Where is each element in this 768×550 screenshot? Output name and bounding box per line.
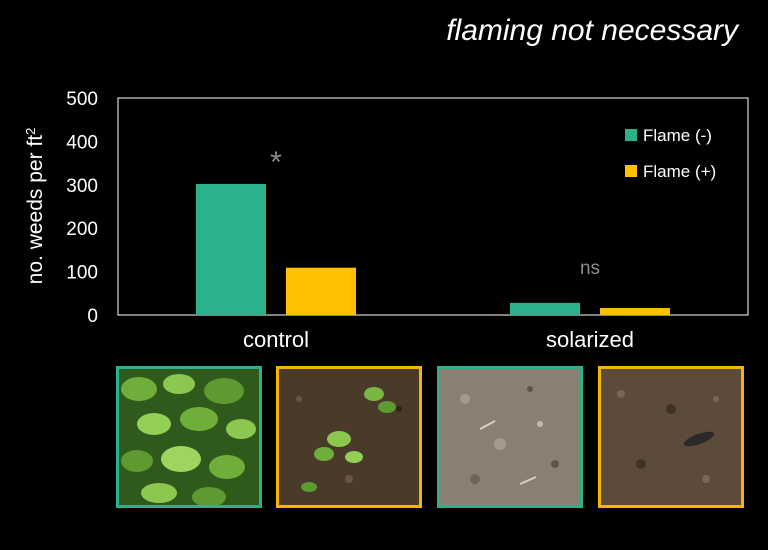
y-tick-label: 0 xyxy=(87,306,98,327)
plot-area-frame xyxy=(117,97,749,316)
soil-photo-pale xyxy=(440,369,580,505)
x-tick-label: solarized xyxy=(546,327,634,352)
legend-swatch xyxy=(625,165,637,177)
legend-label: Flame (+) xyxy=(643,162,716,181)
significance-annotation: ns xyxy=(580,258,600,279)
chart-headline: flaming not necessary xyxy=(446,14,738,47)
weed-photo-dense-green xyxy=(119,369,259,505)
legend-label: Flame (-) xyxy=(643,126,712,145)
photo-control-flame-minus xyxy=(116,366,262,508)
bar xyxy=(196,183,266,315)
y-tick-label: 200 xyxy=(66,219,98,240)
y-tick-label: 500 xyxy=(66,89,98,110)
photo-solarized-flame-plus xyxy=(598,366,744,508)
y-tick-label: 300 xyxy=(66,176,98,197)
significance-annotation: * xyxy=(270,146,282,179)
bar xyxy=(286,267,356,315)
bar xyxy=(510,302,580,315)
photo-control-flame-plus xyxy=(276,366,422,508)
bar-chart: 0 100 200 300 400 500 control solarized * ns Fl… xyxy=(23,89,749,352)
x-tick-label: control xyxy=(243,327,309,352)
bar xyxy=(600,308,670,315)
photo-solarized-flame-minus xyxy=(437,366,583,508)
weed-photo-sparse xyxy=(279,369,419,505)
y-tick-label: 100 xyxy=(66,263,98,284)
y-axis-label-superscript: 2 xyxy=(23,128,38,135)
y-axis-label: no. weeds per ft2 xyxy=(23,128,48,285)
y-tick-label: 400 xyxy=(66,132,98,153)
legend-swatch xyxy=(625,129,637,141)
soil-photo-brown xyxy=(601,369,741,505)
